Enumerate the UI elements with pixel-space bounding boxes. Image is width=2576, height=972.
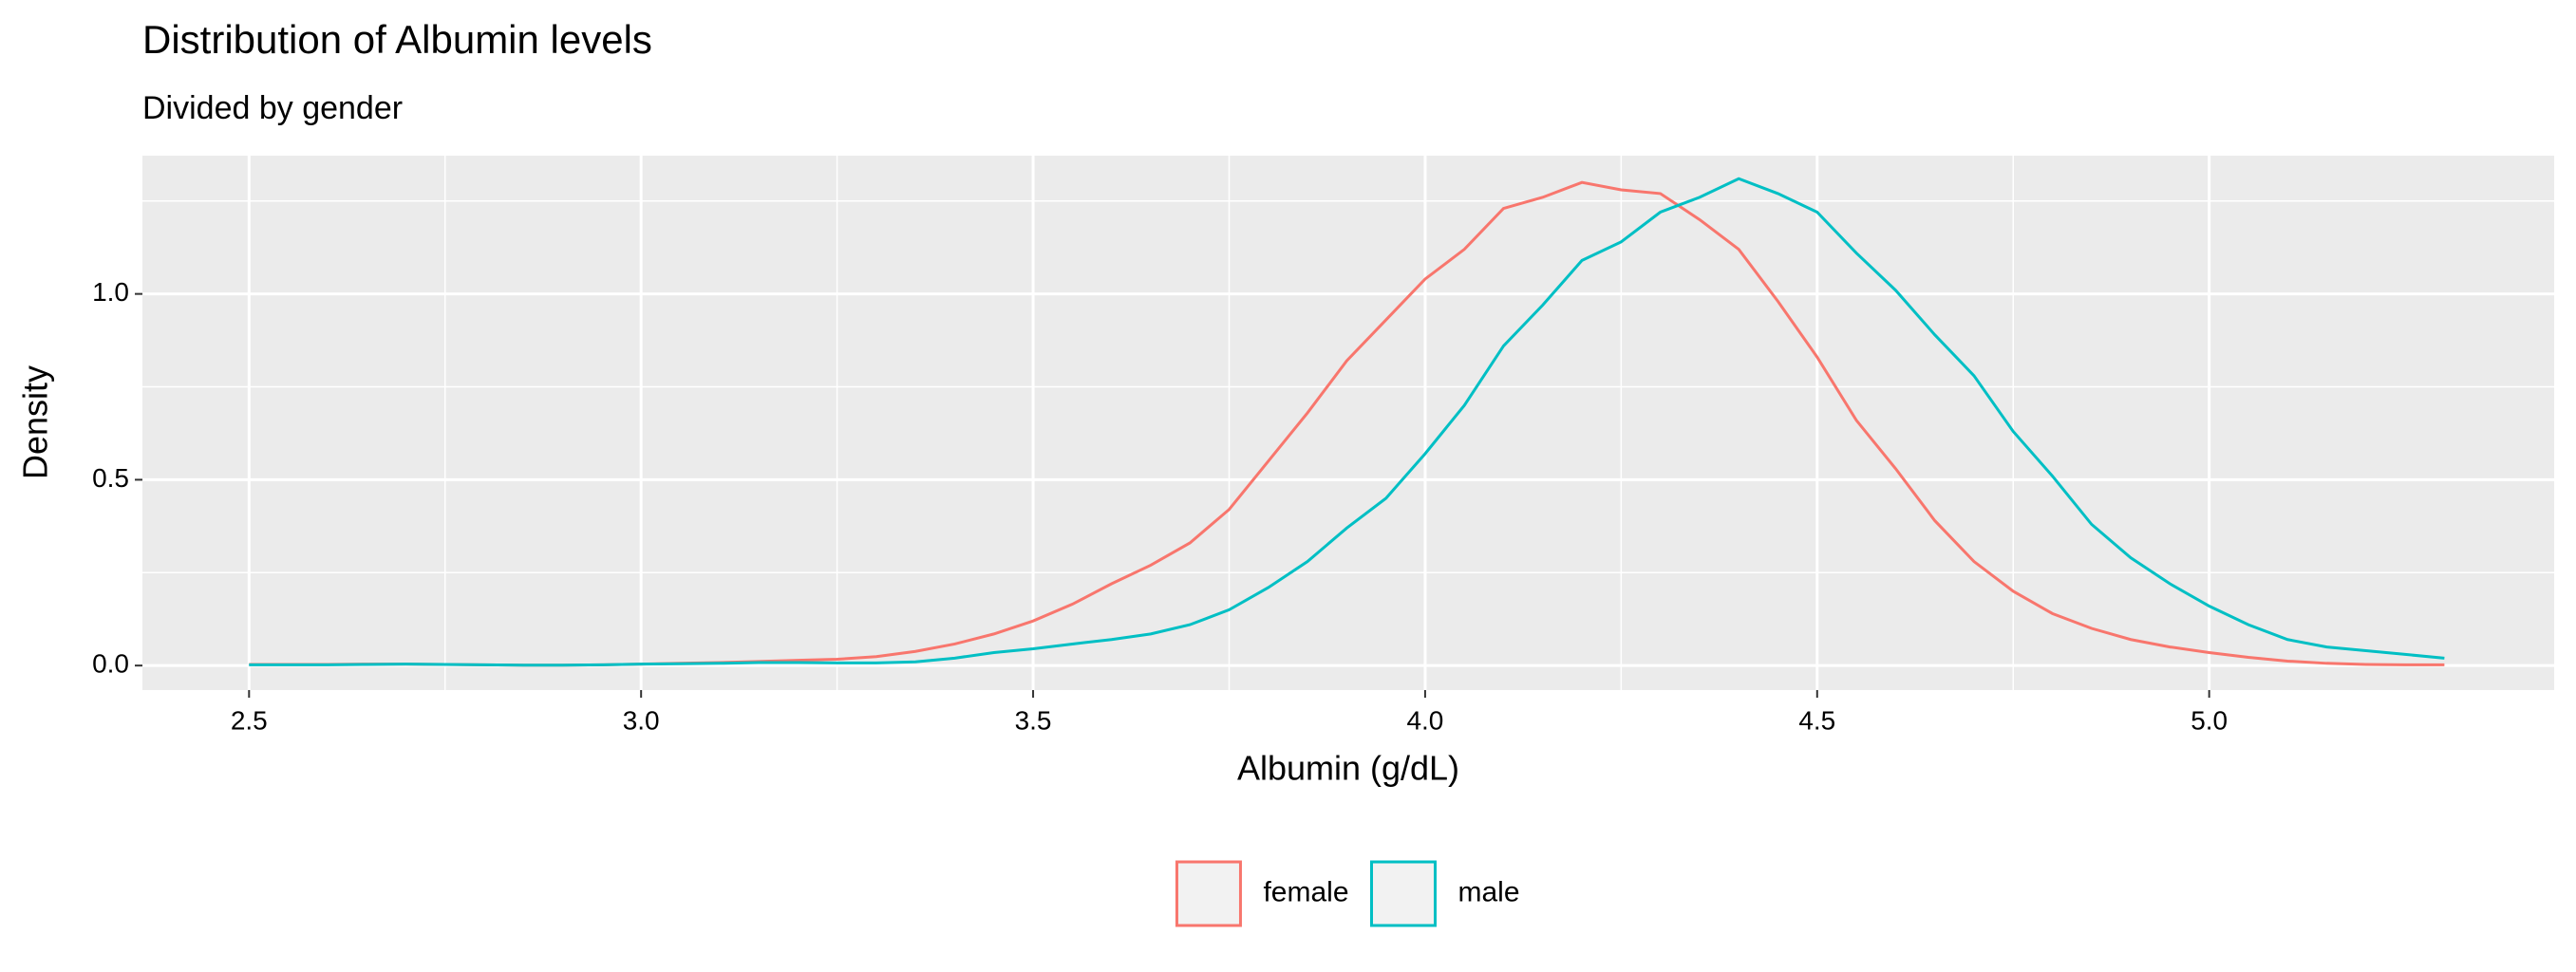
legend-key	[1175, 860, 1242, 927]
x-tick-label: 2.5	[231, 705, 268, 735]
x-tick-label: 4.5	[1798, 705, 1835, 735]
panel	[142, 156, 2554, 690]
legend-label: female	[1263, 876, 1348, 907]
x-axis-title: Albumin (g/dL)	[1237, 749, 1459, 788]
chart-title: Distribution of Albumin levels	[142, 17, 652, 62]
x-tick-label: 5.0	[2191, 705, 2228, 735]
legend-key	[1370, 860, 1438, 927]
x-tick-label: 3.5	[1015, 705, 1052, 735]
y-axis-title: Density	[16, 365, 55, 479]
chart-subtitle: Divided by gender	[142, 90, 403, 126]
density-line	[249, 177, 2445, 667]
y-tick-label: 1.0	[92, 277, 129, 307]
legend-label: male	[1458, 876, 1520, 907]
y-tick-label: 0.5	[92, 463, 129, 493]
y-tick-label: 0.0	[92, 649, 129, 679]
x-tick-label: 3.0	[623, 705, 660, 735]
x-tick-label: 4.0	[1406, 705, 1443, 735]
